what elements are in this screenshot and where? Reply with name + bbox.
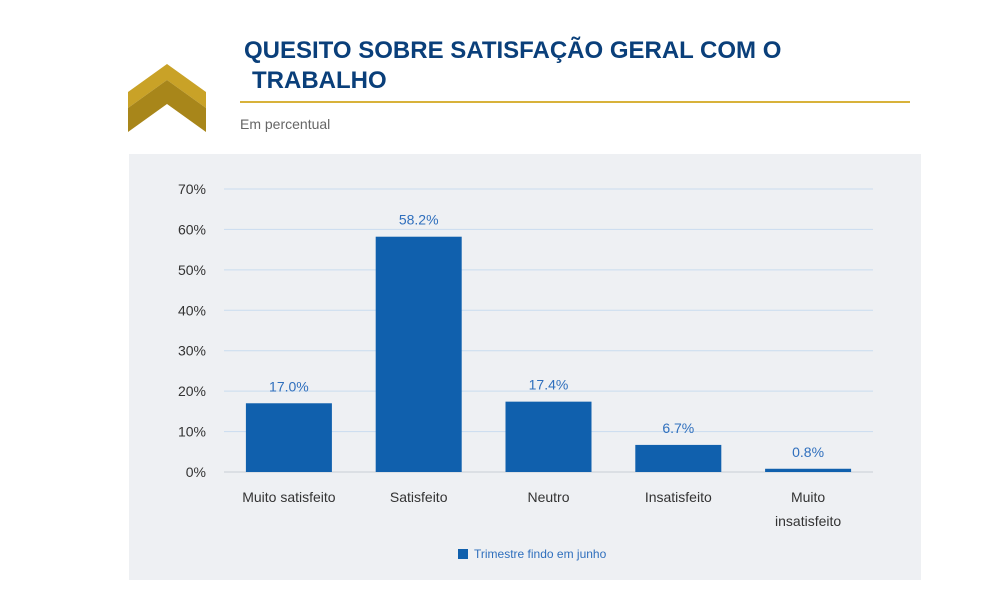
chart-legend: Trimestre findo em junho — [458, 545, 606, 563]
y-tick-label: 0% — [186, 464, 206, 480]
data-label: 17.4% — [529, 377, 569, 393]
bar — [765, 468, 852, 472]
x-tick-label: Muito satisfeito — [242, 489, 336, 505]
y-tick-label: 60% — [178, 221, 206, 237]
chart-subtitle: Em percentual — [240, 116, 331, 132]
x-tick-label: Neutro — [527, 489, 569, 505]
x-tick-label: Muito — [791, 489, 825, 505]
title-underline — [240, 101, 910, 103]
bar — [505, 401, 592, 472]
bar — [635, 444, 722, 472]
data-label: 17.0% — [269, 378, 309, 394]
bar — [245, 403, 332, 472]
y-tick-label: 70% — [178, 181, 206, 197]
logo-chevron-top — [128, 64, 206, 108]
data-label: 0.8% — [792, 444, 824, 460]
page-title-line2: TRABALHO — [252, 67, 387, 94]
y-tick-label: 50% — [178, 262, 206, 278]
data-label: 6.7% — [662, 420, 694, 436]
x-tick-label: insatisfeito — [775, 513, 841, 529]
y-tick-label: 20% — [178, 383, 206, 399]
bar — [375, 236, 462, 472]
y-tick-label: 30% — [178, 343, 206, 359]
x-tick-label: Insatisfeito — [645, 489, 712, 505]
y-tick-label: 10% — [178, 424, 206, 440]
legend-swatch — [458, 549, 468, 559]
data-label: 58.2% — [399, 212, 439, 228]
logo-chevron-bottom — [128, 80, 206, 132]
legend-label: Trimestre findo em junho — [474, 547, 607, 561]
y-tick-label: 40% — [178, 302, 206, 318]
x-tick-label: Satisfeito — [390, 489, 448, 505]
logo-chevron-icon — [128, 64, 206, 132]
page-title-line1: QUESITO SOBRE SATISFAÇÃO GERAL COM O — [244, 37, 782, 64]
chart-panel — [129, 154, 921, 580]
page-title: QUESITO SOBRE SATISFAÇÃO GERAL COM O TRA… — [244, 36, 924, 96]
